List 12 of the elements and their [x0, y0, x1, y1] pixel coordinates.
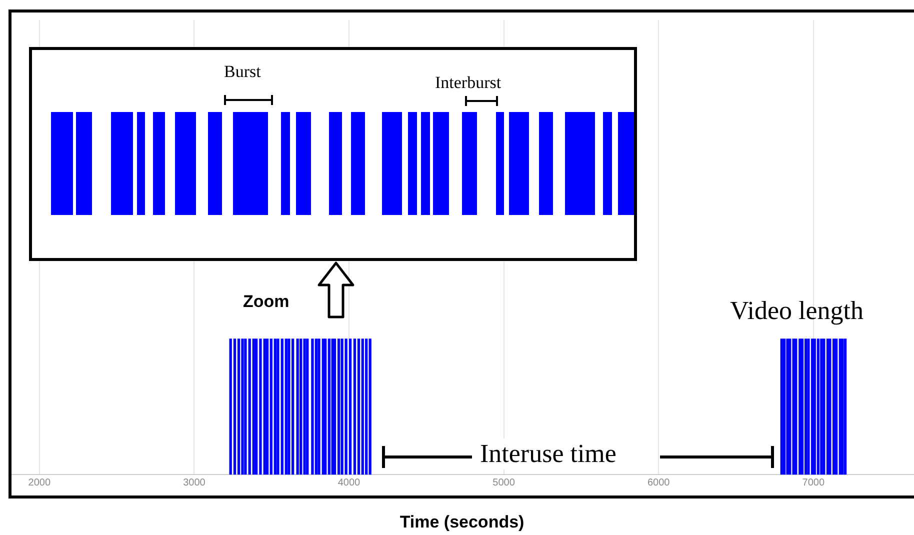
x-tick-label: 3000 — [183, 477, 206, 488]
x-axis-title: Time (seconds) — [400, 512, 524, 532]
x-tick-label: 4000 — [338, 477, 361, 488]
text: Video length — [730, 296, 864, 326]
x-tick-label: 5000 — [492, 477, 516, 488]
x-tick-label: 6000 — [647, 477, 670, 488]
text: Burst — [224, 62, 261, 82]
annotation: Interuse time — [472, 439, 624, 469]
text: Interburst — [435, 73, 502, 93]
x-tick-label: 2000 — [28, 477, 51, 488]
x-tick-label: 7000 — [802, 477, 825, 488]
text: Zoom — [243, 292, 290, 312]
